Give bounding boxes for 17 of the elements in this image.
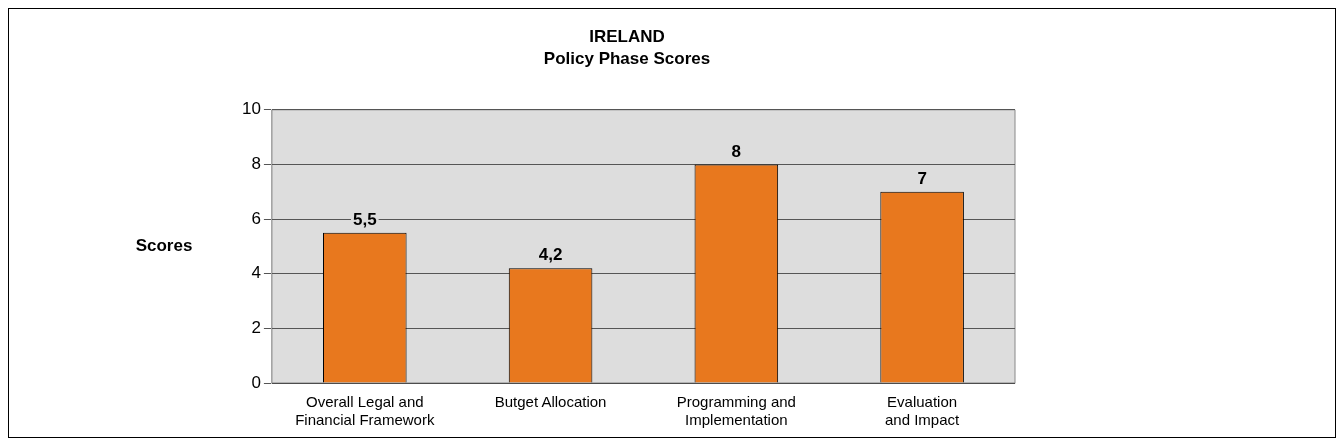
x-tick-label: Evaluation and Impact [885, 393, 961, 429]
y-tick-label: 0 [251, 372, 261, 392]
y-tick-label: 4 [251, 263, 261, 283]
data-label: 8 [731, 141, 742, 161]
chart-subtitle: Policy Phase Scores [543, 49, 711, 69]
x-tick-label: Programming and Implementation [676, 393, 796, 429]
data-label: 4,2 [538, 245, 563, 265]
x-tick-label: Overall Legal and Financial Framework [295, 393, 435, 429]
x-tick-label: Butget Allocation [494, 393, 607, 411]
chart-title: IRELAND [589, 26, 665, 46]
data-label: 5,5 [352, 209, 377, 229]
data-label: 7 [917, 168, 927, 188]
y-tick-label: 6 [251, 208, 261, 228]
y-tick-label: 8 [251, 154, 261, 174]
y-axis-title: Scores [135, 236, 193, 256]
y-tick-label: 2 [251, 318, 261, 338]
y-tick-label: 10 [241, 99, 261, 119]
